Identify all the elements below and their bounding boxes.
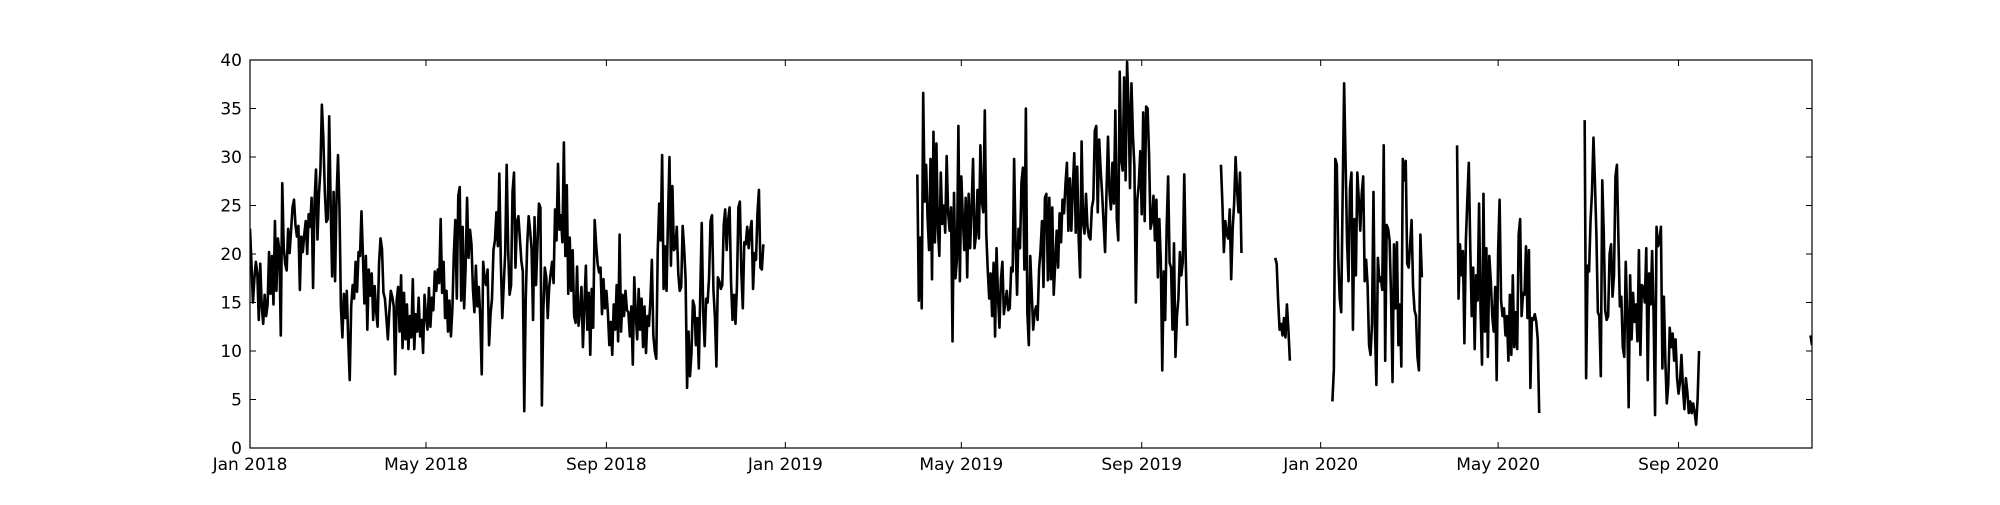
x-tick-label: Sep 2019 <box>1101 455 1182 475</box>
y-tick-label: 25 <box>220 197 242 217</box>
plot-frame <box>249 59 1813 449</box>
x-tick-label: Jan 2020 <box>1282 455 1358 475</box>
y-tick-label: 30 <box>220 148 242 168</box>
x-tick-label: May 2019 <box>919 455 1003 475</box>
series-line-segment <box>250 103 765 413</box>
x-tick-label: Sep 2020 <box>1638 455 1719 475</box>
y-tick-label: 35 <box>220 100 242 120</box>
x-tick-label: May 2020 <box>1456 455 1540 475</box>
x-tick-label: Jan 2018 <box>212 455 288 475</box>
series-line-segment <box>1331 81 1424 402</box>
y-tick-label: 20 <box>220 245 242 265</box>
x-tick-label: Jan 2019 <box>747 455 823 475</box>
y-tick-label: 5 <box>231 391 242 411</box>
y-tick-label: 15 <box>220 294 242 314</box>
x-tick-label: Sep 2018 <box>566 455 647 475</box>
series-layer <box>250 60 1812 427</box>
y-tick-label: 40 <box>220 51 242 71</box>
x-tick-label: May 2018 <box>384 455 468 475</box>
series-line-segment <box>1583 120 1701 427</box>
axes-layer: 0 5 10 15 20 25 30 35 40 Jan 2018 May 2018 Sep 2018… <box>212 51 1813 475</box>
series-line-segment <box>916 60 1189 372</box>
series-line-segment <box>1455 145 1541 414</box>
y-tick-label: 10 <box>220 342 242 362</box>
y-tick-label: 0 <box>231 439 242 459</box>
series-line-segment <box>1219 155 1243 281</box>
series-line-segment <box>1273 257 1292 361</box>
